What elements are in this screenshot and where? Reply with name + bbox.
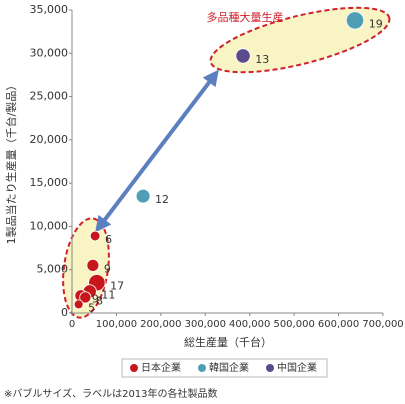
data-label: 6 bbox=[105, 233, 112, 246]
bubble bbox=[86, 258, 100, 272]
note: ※バブルサイズ、ラベルは2013年の各社製品数 bbox=[4, 387, 218, 400]
y-tick-label: 25,000 bbox=[30, 90, 69, 103]
data-label: 12 bbox=[155, 193, 169, 206]
data-label: 19 bbox=[369, 17, 383, 30]
y-tick-label: 30,000 bbox=[30, 46, 69, 59]
highlight-ellipse bbox=[62, 217, 110, 319]
bubble bbox=[89, 230, 101, 242]
data-label: 8 bbox=[96, 294, 103, 307]
bubble bbox=[345, 11, 365, 30]
data-label: 5 bbox=[88, 301, 95, 314]
x-tick-label: 200,000 bbox=[140, 319, 181, 330]
x-tick-label: 300,000 bbox=[185, 319, 226, 330]
legend-marker bbox=[130, 364, 138, 372]
legend-box bbox=[121, 358, 328, 378]
legend-marker bbox=[198, 364, 206, 372]
arrow bbox=[95, 69, 219, 233]
y-tick-label: 15,000 bbox=[30, 176, 69, 189]
x-tick-label: 0 bbox=[69, 319, 75, 330]
x-axis-label: 総生産量（千台） bbox=[184, 335, 272, 349]
y-tick-label: 5,000 bbox=[37, 263, 69, 276]
data-label: 9 bbox=[92, 293, 99, 306]
data-label: 9 bbox=[104, 262, 111, 275]
y-tick-label: 35,000 bbox=[30, 3, 69, 16]
x-tick-label: 400,000 bbox=[229, 319, 270, 330]
data-label: 13 bbox=[255, 53, 269, 66]
legend-marker bbox=[266, 364, 274, 372]
y-tick-label: 0 bbox=[61, 306, 68, 319]
annotation: 多品種大量生産 bbox=[207, 10, 284, 24]
bubble bbox=[235, 48, 251, 64]
x-tick-label: 500,000 bbox=[273, 319, 314, 330]
bubble bbox=[135, 188, 151, 204]
x-tick-label: 600,000 bbox=[318, 319, 359, 330]
bubble bbox=[73, 299, 84, 310]
x-tick-label: 100,000 bbox=[96, 319, 137, 330]
legend-label: 中国企業 bbox=[277, 361, 317, 374]
legend-label: 韓国企業 bbox=[209, 361, 249, 374]
highlight-ellipse bbox=[209, 6, 391, 74]
y-tick-label: 10,000 bbox=[30, 219, 69, 232]
bubble bbox=[79, 291, 92, 304]
y-axis-label: 1製品当たり生産量（千台/製品） bbox=[4, 80, 18, 245]
legend-label: 日本企業 bbox=[141, 361, 181, 374]
y-tick-label: 20,000 bbox=[30, 133, 69, 146]
data-label: 11 bbox=[101, 288, 115, 301]
x-tick-label: 700,000 bbox=[362, 319, 403, 330]
data-label: 17 bbox=[110, 280, 124, 293]
